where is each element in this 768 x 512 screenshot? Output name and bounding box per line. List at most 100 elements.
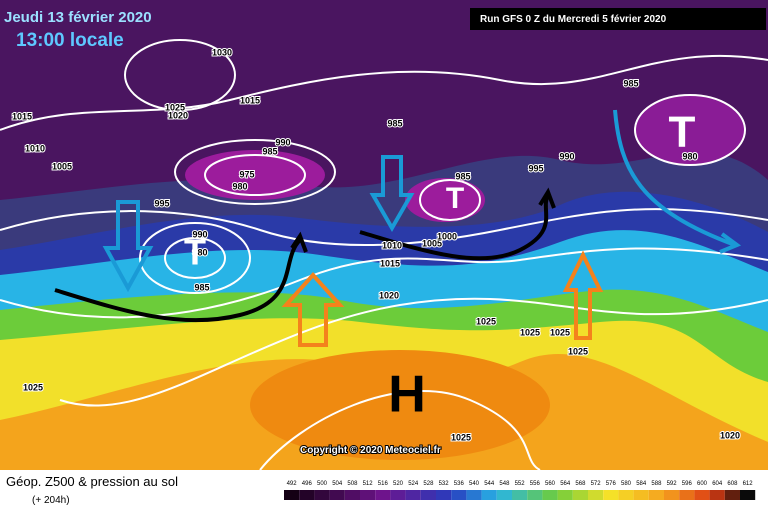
scale-swatch: [496, 490, 512, 500]
scale-swatch: [314, 490, 330, 500]
isobar-label: 1015: [240, 95, 260, 105]
up-arrow: [281, 272, 345, 347]
scale-swatch: [405, 490, 421, 500]
scale-label: 588: [651, 481, 662, 487]
run-box: [470, 8, 766, 30]
isobar-label: 1025: [520, 327, 540, 337]
pressure-symbol: T: [446, 182, 464, 215]
isobar-labels: 1030102510201015101510101005995990985975…: [11, 46, 741, 443]
scale-swatch: [588, 490, 604, 500]
pressure-symbol: H: [388, 366, 426, 424]
scale-label: 524: [408, 481, 419, 487]
run-info: Run GFS 0 Z du Mercredi 5 février 2020: [480, 14, 667, 25]
isobar-label: 1020: [720, 430, 740, 440]
isobar-label: 980: [192, 247, 207, 257]
isobar-line: [419, 179, 481, 221]
isobar-label: 1025: [568, 346, 588, 356]
scale-label: 504: [332, 481, 343, 487]
pressure-symbols: T T T H: [184, 108, 696, 424]
band-dark-orange: [250, 350, 550, 460]
scale-swatch: [709, 490, 725, 500]
scale-swatch: [436, 490, 452, 500]
isobar-line: [0, 247, 768, 319]
scale-label: 572: [591, 481, 602, 487]
isobar-line: [139, 222, 251, 294]
flow-arrow: [613, 109, 736, 247]
scale-swatch: [542, 490, 558, 500]
scale-swatch: [466, 490, 482, 500]
isobar-label: 1005: [52, 161, 72, 171]
isobar-line: [174, 139, 336, 205]
scale-label: 568: [575, 481, 586, 487]
arrow-head: [538, 187, 556, 209]
up-arrow: [562, 250, 604, 340]
scale-label: 580: [621, 481, 632, 487]
scale-label: 536: [454, 481, 465, 487]
pressure-symbol: T: [184, 232, 206, 273]
low-core: [185, 150, 325, 200]
isobar-line: [634, 94, 746, 166]
scale-swatch: [572, 490, 588, 500]
scale-label: 528: [423, 481, 434, 487]
low-core: [635, 95, 745, 165]
scale-swatch: [633, 490, 649, 500]
isobars: [0, 39, 768, 471]
scale-swatch: [390, 490, 406, 500]
isobar-label: 990: [192, 229, 207, 239]
footer-lead: (+ 204h): [32, 495, 70, 506]
isobar-label: 985: [623, 78, 638, 88]
scale-swatch: [724, 490, 740, 500]
scale-swatch: [344, 490, 360, 500]
footer-title: Géop. Z500 & pression au sol: [6, 474, 178, 489]
scale-label: 508: [347, 481, 358, 487]
down-arrow: [369, 155, 415, 233]
scale-label: 552: [515, 481, 526, 487]
scale-swatch: [375, 490, 391, 500]
scale-swatch: [618, 490, 634, 500]
isobar-line: [59, 297, 768, 407]
scale-label: 584: [636, 481, 647, 487]
scale-swatch: [603, 490, 619, 500]
forecast-date: Jeudi 13 février 2020: [4, 9, 152, 26]
isobar-label: 1025: [23, 382, 43, 392]
scale-label: 544: [484, 481, 495, 487]
scale-swatch: [420, 490, 436, 500]
isobar-label: 980: [682, 151, 697, 161]
scale-label: 560: [545, 481, 556, 487]
scale-swatch: [284, 490, 300, 500]
flow-arrow: [359, 194, 550, 261]
down-arrow: [102, 200, 154, 293]
scale-swatch: [557, 490, 573, 500]
arrows: [54, 109, 742, 347]
scale-swatch: [329, 490, 345, 500]
scale-swatch: [299, 490, 315, 500]
isobar-label: 980: [232, 181, 247, 191]
isobar-label: 990: [275, 137, 290, 147]
scale-label: 512: [363, 481, 374, 487]
isobar-label: 990: [559, 151, 574, 161]
isobar-line: [0, 54, 768, 131]
scale-label: 576: [606, 481, 617, 487]
isobar-label: 1000: [437, 231, 457, 241]
scale-label: 540: [469, 481, 480, 487]
isobar-label: 1025: [451, 432, 471, 442]
isobar-label: 1025: [550, 327, 570, 337]
isobar-line: [124, 39, 236, 111]
scale-label: 532: [439, 481, 450, 487]
scale-label: 612: [743, 481, 754, 487]
isobar-label: 995: [528, 163, 543, 173]
isobar-line: [0, 208, 768, 246]
scale-label: 516: [378, 481, 389, 487]
scale-label: 604: [712, 481, 723, 487]
isobar-label: 1010: [25, 143, 45, 153]
isobar-line: [259, 390, 541, 471]
scale-swatch: [527, 490, 543, 500]
scale-label: 596: [682, 481, 693, 487]
flow-arrow: [54, 238, 302, 323]
scale-label: 600: [697, 481, 708, 487]
arrow-head: [719, 232, 742, 254]
isobar-label: 1020: [379, 290, 399, 300]
pressure-symbol: T: [669, 108, 696, 157]
color-scale: 492 496 500 504 508 512 516 520 524 528 532 536 540 5…: [284, 481, 756, 500]
isobar-label: 995: [154, 198, 169, 208]
